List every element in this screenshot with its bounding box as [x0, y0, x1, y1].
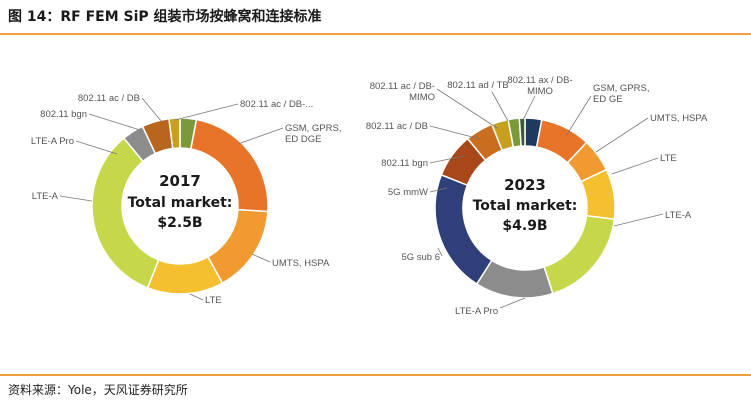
bottom-rule [0, 374, 751, 376]
slice-label: 802.11 ac / DB-... [240, 99, 313, 110]
slice-label: LTE-A [665, 210, 692, 221]
source-note: 资料来源：Yole，天风证券研究所 [8, 383, 188, 397]
leader-line [429, 155, 465, 164]
donut-2017 [91, 117, 269, 295]
top-rule [0, 33, 751, 35]
slice-label: UMTS, HSPA [650, 113, 708, 124]
center-year-2023: 2023 [504, 176, 546, 194]
donut-charts: 802.11 ac / DB-... GSM, GPRS, ED DGE UMTS, … [31, 75, 708, 317]
slice-lte [146, 255, 224, 295]
center-value-2017: $2.5B [157, 215, 202, 231]
leader-line [499, 297, 526, 309]
slice-label: GSM, GPRS, ED DGE [285, 123, 341, 145]
slice-label: LTE-A [32, 191, 59, 202]
slice-label: 802.11 ac / DB [366, 121, 428, 132]
slice-label: 802.11 bgn [381, 158, 428, 169]
slice-label: LTE-A Pro [31, 136, 74, 147]
slice-label: LTE-A Pro [455, 306, 498, 317]
leader-line [565, 95, 592, 137]
leader-line [251, 253, 271, 263]
slice-5g-sub-6 [434, 173, 493, 286]
slice-802-11-ad-tb [518, 117, 526, 147]
leader-line [491, 91, 509, 122]
leader-line [613, 213, 664, 227]
slice-802-11-ac-db [168, 117, 181, 150]
slice-label: GSM, GPRS, ED GE [593, 83, 649, 105]
labels-2017: 802.11 ac / DB-... GSM, GPRS, ED DGE UMTS, … [31, 93, 342, 306]
slice-lte-a [91, 137, 160, 289]
leader-line [437, 247, 443, 257]
center-label-2023: Total market: [473, 198, 578, 214]
slice-label: 5G mmW [388, 187, 428, 198]
slice-label: UMTS, HSPA [272, 258, 330, 269]
leader-line [189, 293, 204, 301]
leader-line [59, 195, 93, 202]
leader-line [595, 117, 649, 153]
donut-2023 [434, 117, 616, 299]
leader-line [436, 88, 498, 129]
slice-lte-a [543, 214, 616, 295]
center-2017: 2017 Total market: $2.5B [128, 172, 233, 231]
slice-label: 5G sub 6 [401, 252, 440, 263]
center-label-2017: Total market: [128, 195, 233, 211]
slice-label: 802.11 ad / TB [447, 80, 508, 91]
leader-line [141, 97, 163, 123]
center-2023: 2023 Total market: $4.9B [473, 176, 578, 234]
figure-title: 图 14：RF FEM SiP 组装市场按蜂窝和连接标准 [8, 9, 322, 25]
leader-line [429, 187, 448, 193]
slice-label: LTE [205, 295, 222, 306]
leader-line [75, 140, 118, 155]
center-value-2023: $4.9B [502, 218, 547, 234]
slice-label: LTE [660, 153, 677, 164]
leader-line [88, 113, 141, 131]
leader-line [522, 95, 536, 121]
leader-line [611, 157, 659, 175]
center-year-2017: 2017 [159, 172, 201, 190]
leader-line [237, 127, 284, 145]
slice-label: 802.11 bgn [40, 109, 87, 120]
leader-line [429, 125, 481, 140]
slice-label: 802.11 ac / DB-MIMO [370, 81, 435, 103]
labels-2023: 802.11 ax / DB-MIMO GSM, GPRS, ED GEUMTS, … [366, 75, 708, 317]
slice-label: 802.11 ac / DB [78, 93, 140, 104]
slice-label: 802.11 ax / DB-MIMO [507, 75, 572, 97]
leader-line [174, 103, 239, 121]
